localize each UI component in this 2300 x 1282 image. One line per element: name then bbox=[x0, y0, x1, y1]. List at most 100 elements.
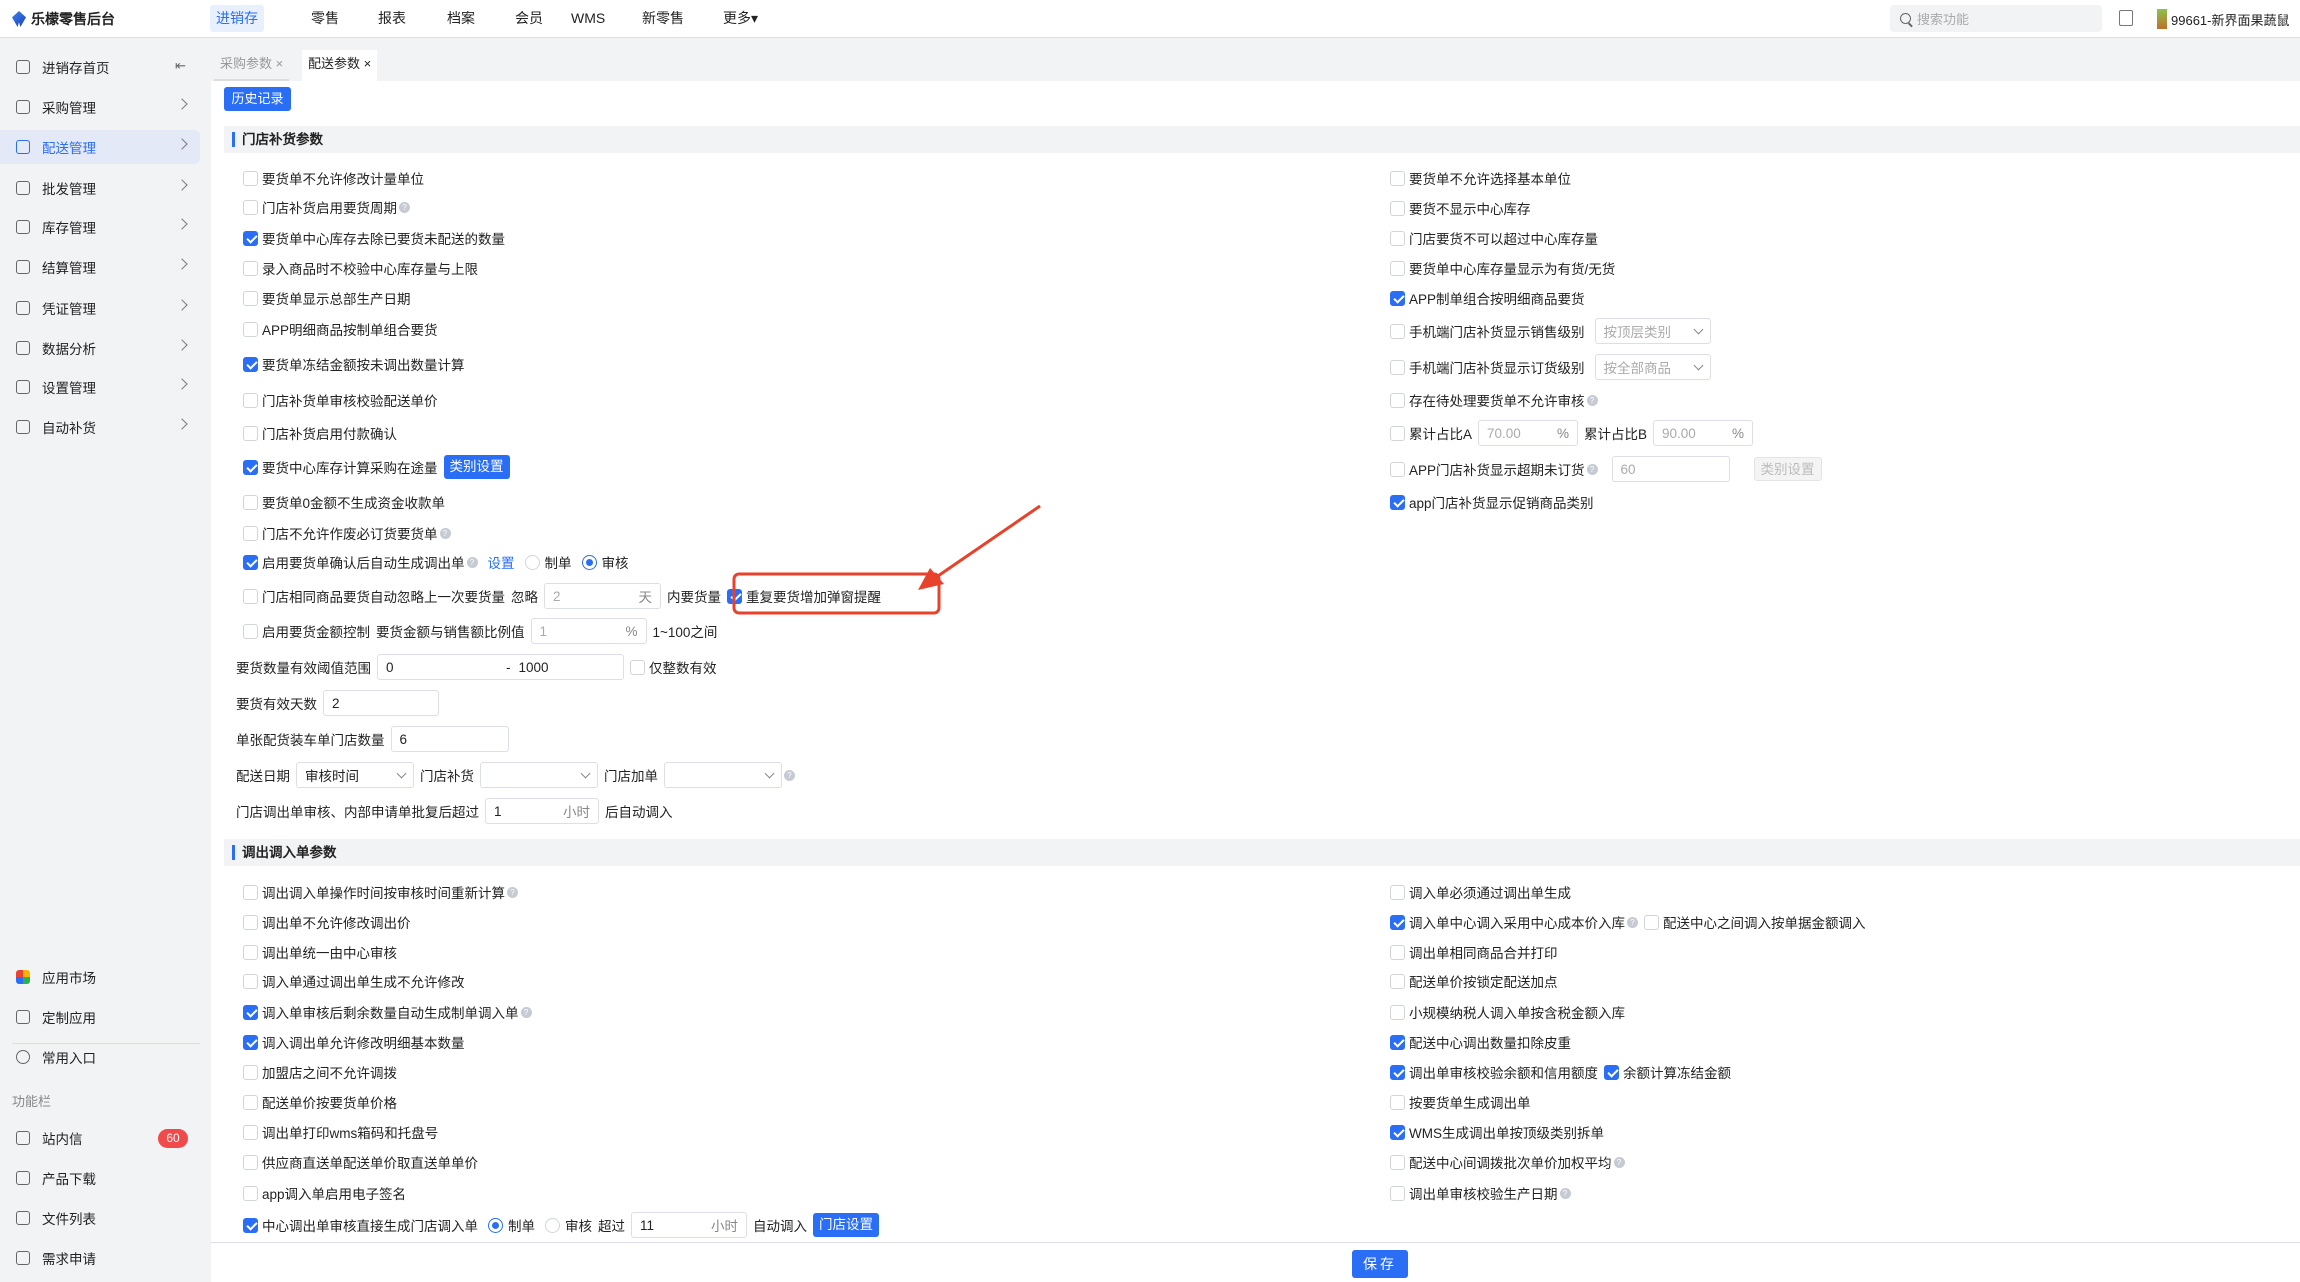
valid-days-input[interactable]: 2 bbox=[323, 690, 439, 716]
collapse-sidebar-icon[interactable]: ⇤ bbox=[175, 58, 186, 73]
sidebar-func-item[interactable]: 产品下载 bbox=[0, 1161, 200, 1195]
checkbox-box[interactable] bbox=[243, 1064, 258, 1080]
checkbox-box[interactable] bbox=[1390, 323, 1405, 339]
overdue-days-input[interactable]: 60 bbox=[1611, 456, 1730, 482]
setting-checkbox[interactable]: 配送单价按要货单价格 bbox=[243, 1092, 397, 1112]
checkbox-box[interactable] bbox=[243, 425, 258, 441]
checkbox-box[interactable] bbox=[1390, 260, 1405, 276]
checkbox-box[interactable] bbox=[243, 321, 258, 337]
checkbox-box[interactable] bbox=[1390, 392, 1405, 408]
radio-option[interactable]: 审核 bbox=[545, 1215, 592, 1235]
checkbox-box[interactable] bbox=[1390, 425, 1405, 441]
setting-checkbox[interactable]: 小规模纳税人调入单按含税金额入库 bbox=[1390, 1002, 1625, 1022]
setting-checkbox[interactable]: 调入调出单允许修改明细基本数量 bbox=[243, 1032, 465, 1052]
radio-option[interactable]: 审核 bbox=[581, 552, 629, 572]
ratio-b-input[interactable]: 90.00% bbox=[1653, 420, 1754, 446]
setting-checkbox[interactable]: 调入单审核后剩余数量自动生成制单调入单 bbox=[243, 1002, 519, 1022]
checkbox-box[interactable] bbox=[243, 554, 258, 570]
sidebar-bottom-item[interactable]: 常用入口 bbox=[0, 1040, 200, 1074]
setting-checkbox[interactable]: 手机端门店补货显示销售级别 bbox=[1390, 321, 1585, 341]
checkbox-box[interactable] bbox=[243, 392, 258, 408]
sidebar-item[interactable]: 进销存首页 ⇤ bbox=[0, 50, 200, 84]
checkbox-box[interactable] bbox=[243, 230, 258, 246]
help-icon[interactable]: ? bbox=[466, 556, 478, 568]
setting-checkbox[interactable]: 要货单0金额不生成资金收款单 bbox=[243, 492, 445, 512]
radio-circle[interactable] bbox=[524, 554, 540, 570]
sidebar-func-item[interactable]: 文件列表 bbox=[0, 1201, 200, 1235]
checkbox-box[interactable] bbox=[243, 914, 258, 930]
help-icon[interactable]: ? bbox=[399, 201, 410, 213]
setting-checkbox[interactable]: 门店不允许作废必订货要货单 bbox=[243, 523, 438, 543]
setting-checkbox[interactable]: 调出单统一由中心审核 bbox=[243, 942, 397, 962]
checkbox-box[interactable] bbox=[243, 356, 258, 372]
sidebar-item[interactable]: 批发管理 bbox=[0, 171, 200, 205]
setting-checkbox[interactable]: 配送中心之间调入按单据金额调入 bbox=[1644, 912, 1866, 932]
setting-checkbox[interactable]: app调入单启用电子签名 bbox=[243, 1183, 406, 1203]
setting-checkbox[interactable]: app门店补货显示促销商品类别 bbox=[1390, 492, 1594, 512]
checkbox-box[interactable] bbox=[1390, 1124, 1405, 1140]
sidebar-item[interactable]: 库存管理 bbox=[0, 210, 200, 244]
checkbox-box[interactable] bbox=[243, 973, 258, 989]
setting-checkbox[interactable]: 调出单相同商品合并打印 bbox=[1390, 942, 1558, 962]
checkbox-box[interactable] bbox=[1604, 1064, 1619, 1080]
radio-circle[interactable] bbox=[545, 1217, 560, 1233]
setting-checkbox[interactable]: APP明细商品按制单组合要货 bbox=[243, 319, 438, 339]
setting-checkbox[interactable]: 调出单打印wms箱码和托盘号 bbox=[243, 1122, 438, 1142]
amount-ratio-input[interactable]: 1% bbox=[530, 618, 647, 644]
delivery-date-select[interactable]: 审核时间 bbox=[296, 762, 414, 788]
checkbox-box[interactable] bbox=[243, 944, 258, 960]
nav-retail[interactable]: 零售 bbox=[311, 10, 339, 26]
setting-checkbox[interactable]: 调入单通过调出单生成不允许修改 bbox=[243, 971, 465, 991]
nav-archive[interactable]: 档案 bbox=[447, 10, 475, 26]
checkbox-box[interactable] bbox=[1390, 1034, 1405, 1050]
sidebar-item[interactable]: 自动补货 bbox=[0, 410, 200, 444]
setting-checkbox[interactable]: WMS生成调出单按顶级类别拆单 bbox=[1390, 1122, 1604, 1142]
setting-checkbox[interactable]: 存在待处理要货单不允许审核 bbox=[1390, 390, 1585, 410]
help-icon[interactable]: ? bbox=[507, 886, 518, 898]
order-level-select[interactable]: 按全部商品 bbox=[1594, 354, 1711, 380]
ratio-a-input[interactable]: 70.00% bbox=[1478, 420, 1579, 446]
setting-checkbox[interactable]: 调出调入单操作时间按审核时间重新计算 bbox=[243, 882, 505, 902]
sales-level-select[interactable]: 按顶层类别 bbox=[1594, 318, 1711, 344]
setting-checkbox[interactable]: 要货单不允许修改计量单位 bbox=[243, 168, 424, 188]
app-logo[interactable]: 乐檬零售后台 bbox=[12, 9, 115, 29]
checkbox-box[interactable] bbox=[243, 459, 258, 475]
category-settings-button[interactable]: 类别设置 bbox=[443, 455, 510, 479]
checkbox-box[interactable] bbox=[1390, 973, 1405, 989]
setting-checkbox[interactable]: 配送中心调出数量扣除皮重 bbox=[1390, 1032, 1571, 1052]
checkbox-box[interactable] bbox=[1390, 170, 1405, 186]
help-icon[interactable]: ? bbox=[784, 769, 795, 781]
setting-checkbox[interactable]: 余额计算冻结金额 bbox=[1604, 1062, 1731, 1082]
sidebar-item[interactable]: 设置管理 bbox=[0, 370, 200, 404]
setting-checkbox[interactable]: 累计占比A bbox=[1390, 423, 1472, 443]
sidebar-item[interactable]: 凭证管理 bbox=[0, 291, 200, 325]
store-replenish-select[interactable] bbox=[480, 762, 598, 788]
setting-checkbox[interactable]: 要货单中心库存量显示为有货/无货 bbox=[1390, 258, 1615, 278]
search-input[interactable]: 搜索功能 bbox=[1890, 5, 2102, 32]
sidebar-bottom-item[interactable]: 应用市场 bbox=[0, 960, 200, 994]
radio-circle[interactable] bbox=[581, 554, 597, 570]
checkbox-box[interactable] bbox=[243, 170, 258, 186]
setting-checkbox[interactable]: APP门店补货显示超期未订货 bbox=[1390, 459, 1585, 479]
checkbox-box[interactable] bbox=[1644, 914, 1659, 930]
center-auto-in-hours-input[interactable]: 11 小时 bbox=[631, 1212, 747, 1238]
setting-checkbox[interactable]: 要货单中心库存去除已要货未配送的数量 bbox=[243, 228, 505, 248]
checkbox-box[interactable] bbox=[243, 494, 258, 510]
setting-checkbox[interactable]: 手机端门店补货显示订货级别 bbox=[1390, 357, 1585, 377]
nav-member[interactable]: 会员 bbox=[515, 10, 543, 26]
checkbox-box[interactable] bbox=[1390, 1004, 1405, 1020]
checkbox-box[interactable] bbox=[243, 290, 258, 306]
checkbox-box[interactable] bbox=[243, 1004, 258, 1020]
checkbox-box[interactable] bbox=[1390, 884, 1405, 900]
checkbox-box[interactable] bbox=[630, 659, 645, 675]
setting-checkbox[interactable]: 仅整数有效 bbox=[630, 657, 717, 677]
radio-option[interactable]: 制单 bbox=[524, 552, 572, 572]
nav-reports[interactable]: 报表 bbox=[378, 10, 406, 26]
setting-checkbox[interactable]: 要货单显示总部生产日期 bbox=[243, 288, 411, 308]
setting-checkbox[interactable]: 调入单必须通过调出单生成 bbox=[1390, 882, 1571, 902]
help-icon[interactable]: ? bbox=[1559, 1187, 1571, 1199]
setting-checkbox[interactable]: 门店相同商品要货自动忽略上一次要货量 bbox=[243, 586, 505, 606]
settings-link[interactable]: 设置 bbox=[487, 556, 515, 571]
radio-circle[interactable] bbox=[488, 1217, 503, 1233]
